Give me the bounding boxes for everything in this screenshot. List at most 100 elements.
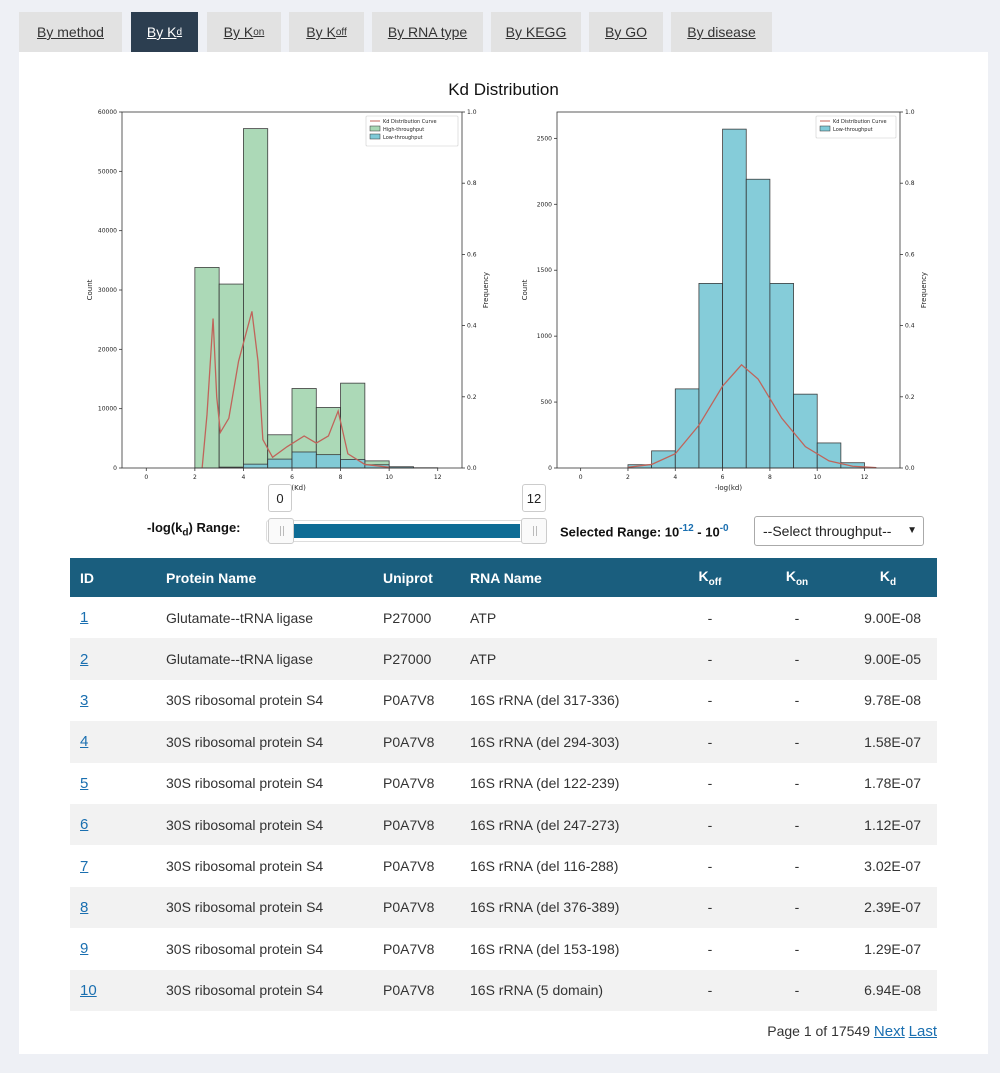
histogram-bar xyxy=(769,283,794,469)
row-rna-name-cell: 16S rRNA (del 247-273) xyxy=(470,816,620,833)
y-axis-label: Count xyxy=(521,279,529,300)
col-koff-label: K xyxy=(698,567,709,584)
legend-entry: High-throughput xyxy=(383,127,424,133)
slider-label-text: -log(k xyxy=(147,520,183,535)
col-kd: Kd xyxy=(839,558,937,597)
y2-tick-label: 0.4 xyxy=(467,323,477,330)
row-uniprot-cell: P0A7V8 xyxy=(383,858,435,875)
row-koff-cell: - xyxy=(707,609,713,626)
page-info: Page 1 of 17549 xyxy=(767,1023,871,1039)
row-kon-cell: - xyxy=(794,651,800,668)
histogram-bar xyxy=(218,283,244,469)
row-id-link[interactable]: 4 xyxy=(80,733,89,751)
tab-by-method[interactable]: By method xyxy=(19,12,122,52)
row-rna-name-cell: 16S rRNA (del 294-303) xyxy=(470,733,620,750)
tab-label: By K xyxy=(223,24,254,40)
x-tick-label: 10 xyxy=(813,474,821,481)
row-id-link[interactable]: 3 xyxy=(80,691,89,709)
histogram-bar xyxy=(698,283,723,469)
range-slider-max-handle[interactable] xyxy=(521,518,547,544)
y-tick-label: 1500 xyxy=(537,267,552,274)
row-kd-cell: 9.78E-08 xyxy=(864,692,921,709)
tab-label: By K xyxy=(306,24,336,40)
row-protein-name-cell: 30S ribosomal protein S4 xyxy=(166,733,324,750)
table-row: 7 30S ribosomal protein S4 P0A7V8 16S rRNA … xyxy=(70,845,937,886)
tab-by-rna-type[interactable]: By RNA type xyxy=(372,12,483,52)
distribution-curve xyxy=(627,363,877,469)
next-page-link[interactable]: Next xyxy=(873,1023,905,1040)
row-id-link[interactable]: 8 xyxy=(80,898,89,916)
row-rna-name-cell: ATP xyxy=(470,609,497,626)
row-koff-cell: - xyxy=(707,858,713,875)
throughput-select[interactable]: --Select throughput-- ▼ xyxy=(754,516,924,546)
figure-title: Kd Distribution xyxy=(448,80,559,99)
col-uniprot-label: Uniprot xyxy=(383,569,433,586)
col-id: ID xyxy=(70,558,156,597)
col-protein-label: Protein Name xyxy=(166,569,257,586)
row-id-link[interactable]: 7 xyxy=(80,857,89,875)
legend-swatch xyxy=(819,125,831,132)
table-row: 2 Glutamate--tRNA ligase P27000 ATP - - 9.00E-… xyxy=(70,638,937,680)
slider-max-value: 12 xyxy=(522,484,546,512)
tab-label: By RNA type xyxy=(387,24,468,40)
tab-label: By GO xyxy=(604,24,647,40)
row-id-link[interactable]: 2 xyxy=(80,650,89,668)
range-slider-min-handle[interactable] xyxy=(268,518,294,544)
last-page-link[interactable]: Last xyxy=(908,1023,937,1040)
row-kon-cell: - xyxy=(794,858,800,875)
row-rna-name-cell: 16S rRNA (del 122-239) xyxy=(470,775,620,792)
tab-by-disease[interactable]: By disease xyxy=(671,12,772,52)
histogram-bar xyxy=(291,451,317,469)
x-tick-label: 2 xyxy=(193,474,197,481)
tab-label-sub: on xyxy=(253,26,265,38)
row-kd-cell: 1.58E-07 xyxy=(864,733,921,750)
y2-tick-label: 1.0 xyxy=(467,109,477,116)
y-tick-label: 0 xyxy=(548,465,552,472)
kd-histogram-all: 0 2 4 6 8 10 12 0 10000 20000 30000 40000 50000 60000… xyxy=(86,109,490,492)
histogram-bar xyxy=(315,454,341,469)
slider-label-sub: d xyxy=(182,527,189,539)
row-kon-cell: - xyxy=(794,816,800,833)
row-id-link-cell: 6 xyxy=(70,804,156,845)
selected-range: Selected Range: 10-12 - 10-0 xyxy=(560,523,729,539)
x-tick-label: 2 xyxy=(626,474,630,481)
row-id-link[interactable]: 1 xyxy=(80,609,89,627)
row-kd-cell: 2.39E-07 xyxy=(864,899,921,916)
row-uniprot-cell: P0A7V8 xyxy=(383,692,435,709)
col-id-label: ID xyxy=(80,569,94,586)
table-row: 10 30S ribosomal protein S4 P0A7V8 16S rRNA… xyxy=(70,969,937,1011)
row-id-link-cell: 9 xyxy=(70,928,156,969)
col-rna-name: RNA Name xyxy=(460,558,665,597)
col-rna-label: RNA Name xyxy=(470,569,542,586)
row-rna-name-cell: ATP xyxy=(470,651,497,668)
row-kd-cell: 9.00E-05 xyxy=(864,651,921,668)
row-id-link[interactable]: 6 xyxy=(80,816,89,834)
legend-entry: Low-throughput xyxy=(833,127,873,133)
row-koff-cell: - xyxy=(707,651,713,668)
row-id-link[interactable]: 10 xyxy=(80,981,97,999)
histogram-bar xyxy=(243,128,269,469)
legend-swatch xyxy=(369,125,381,132)
row-id-link-cell: 4 xyxy=(70,721,156,762)
y2-tick-label: 0.0 xyxy=(905,465,915,472)
x-axis-label: -log(Kd) xyxy=(278,484,306,492)
row-id-link-cell: 10 xyxy=(70,970,156,1011)
x-tick-label: 12 xyxy=(434,474,442,481)
tab-label: By K xyxy=(146,24,177,40)
row-id-link[interactable]: 5 xyxy=(80,774,89,792)
tab-by-kegg[interactable]: By KEGG xyxy=(491,12,581,52)
row-id-link-cell: 1 xyxy=(70,597,156,638)
x-axis-label: -log(kd) xyxy=(715,484,742,492)
row-id-link[interactable]: 9 xyxy=(80,940,89,958)
legend-box xyxy=(365,115,459,147)
tab-label: By KEGG xyxy=(505,24,567,40)
selected-range-prefix: Selected Range: 10 xyxy=(560,524,680,540)
x-tick-label: 4 xyxy=(242,474,246,481)
tab-by-go[interactable]: By GO xyxy=(589,12,663,52)
y2-tick-label: 0.2 xyxy=(905,394,915,401)
selected-range-sep: - 10 xyxy=(693,524,720,540)
y-tick-label: 2000 xyxy=(537,201,552,208)
